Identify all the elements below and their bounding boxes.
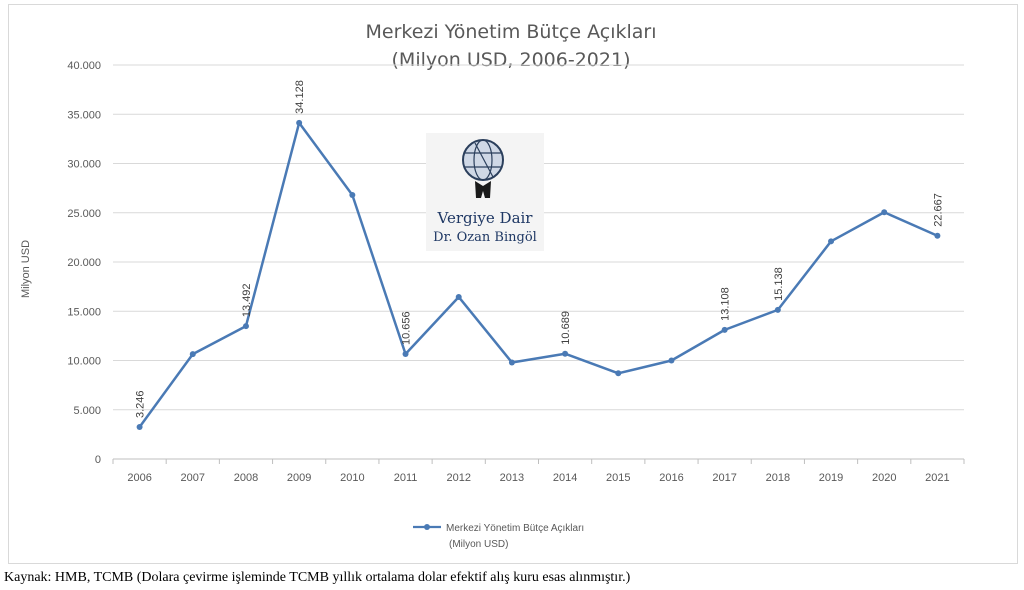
data-label: 13.108 (720, 287, 732, 321)
data-point (934, 232, 941, 239)
data-point (455, 293, 462, 300)
grid-layer (112, 64, 965, 464)
x-tick-label: 2013 (500, 472, 524, 484)
x-tick-label: 2021 (925, 472, 949, 484)
watermark-line2: Dr. Ozan Bingöl (433, 230, 537, 245)
legend: Merkezi Yönetim Bütçe Açıkları (Milyon U… (413, 523, 584, 550)
data-point (242, 323, 249, 330)
data-point (721, 326, 728, 333)
x-tick-labels: 2006 2007 2008 2009 2010 2011 2012 2013 2014 2015… (127, 472, 949, 484)
watermark-line1: Vergiye Dair (437, 209, 534, 227)
series-line (138, 121, 938, 428)
x-tick-label: 2007 (181, 472, 205, 484)
x-tick-label: 2008 (234, 472, 258, 484)
atlas-globe-icon (462, 139, 504, 198)
chart-svg: Merkezi Yönetim Bütçe Açıkları (Milyon U… (20, 21, 965, 550)
data-point (349, 192, 356, 199)
x-tick-label: 2014 (553, 472, 577, 484)
y-tick-labels: 0 5.000 10.000 15.000 20.000 25.000 30.000 35.0… (67, 60, 101, 466)
data-label: 13.492 (241, 283, 253, 317)
y-tick-label: 0 (95, 454, 101, 466)
x-tick-label: 2016 (659, 472, 683, 484)
legend-marker (424, 524, 430, 530)
chart-title: Merkezi Yönetim Bütçe Açıkları (365, 21, 656, 43)
y-tick-label: 25.000 (67, 208, 101, 220)
data-point (562, 350, 569, 357)
watermark: Vergiye Dair Dr. Ozan Bingöl (426, 133, 544, 251)
legend-label-unit: (Milyon USD) (449, 539, 508, 550)
data-label: 10.689 (560, 311, 572, 345)
data-label: 3.246 (135, 390, 147, 418)
x-tick-label: 2019 (819, 472, 843, 484)
y-tick-label: 30.000 (67, 159, 101, 171)
data-label: 10.656 (401, 311, 413, 345)
data-point (774, 306, 781, 313)
data-labels: 3.246 13.492 34.128 10.656 10.689 13.108 15.13… (135, 80, 945, 418)
y-axis-label: Milyon USD (20, 240, 32, 298)
x-tick-label: 2018 (766, 472, 790, 484)
data-point (668, 357, 675, 364)
y-tick-label: 5.000 (73, 405, 101, 417)
data-point (296, 119, 303, 126)
x-tick-label: 2011 (394, 472, 418, 484)
data-point (881, 209, 888, 216)
y-tick-label: 40.000 (67, 60, 101, 72)
data-point (828, 238, 835, 245)
chart-subtitle: (Milyon USD, 2006-2021) (392, 49, 631, 71)
x-tick-label: 2010 (340, 472, 364, 484)
data-label: 22.667 (932, 193, 944, 227)
x-tick-label: 2009 (287, 472, 311, 484)
data-point (189, 351, 196, 358)
data-point (136, 424, 143, 431)
data-point (402, 351, 409, 358)
x-tick-label: 2006 (127, 472, 151, 484)
x-tick-label: 2012 (446, 472, 470, 484)
x-tick-label: 2015 (606, 472, 630, 484)
legend-label: Merkezi Yönetim Bütçe Açıkları (446, 523, 584, 534)
x-tick-label: 2017 (712, 472, 736, 484)
x-tick-label: 2020 (872, 472, 896, 484)
source-caption: Kaynak: HMB, TCMB (Dolara çevirme işlemi… (4, 570, 631, 585)
y-tick-label: 20.000 (67, 257, 101, 269)
y-tick-label: 35.000 (67, 109, 101, 121)
data-point (615, 370, 622, 377)
data-point (508, 359, 515, 366)
y-tick-label: 10.000 (67, 356, 101, 368)
y-tick-label: 15.000 (67, 306, 101, 318)
chart-frame: Merkezi Yönetim Bütçe Açıkları (Milyon U… (8, 4, 1018, 564)
series-layer (136, 119, 941, 431)
data-label: 34.128 (294, 80, 306, 114)
data-label: 15.138 (773, 267, 785, 301)
